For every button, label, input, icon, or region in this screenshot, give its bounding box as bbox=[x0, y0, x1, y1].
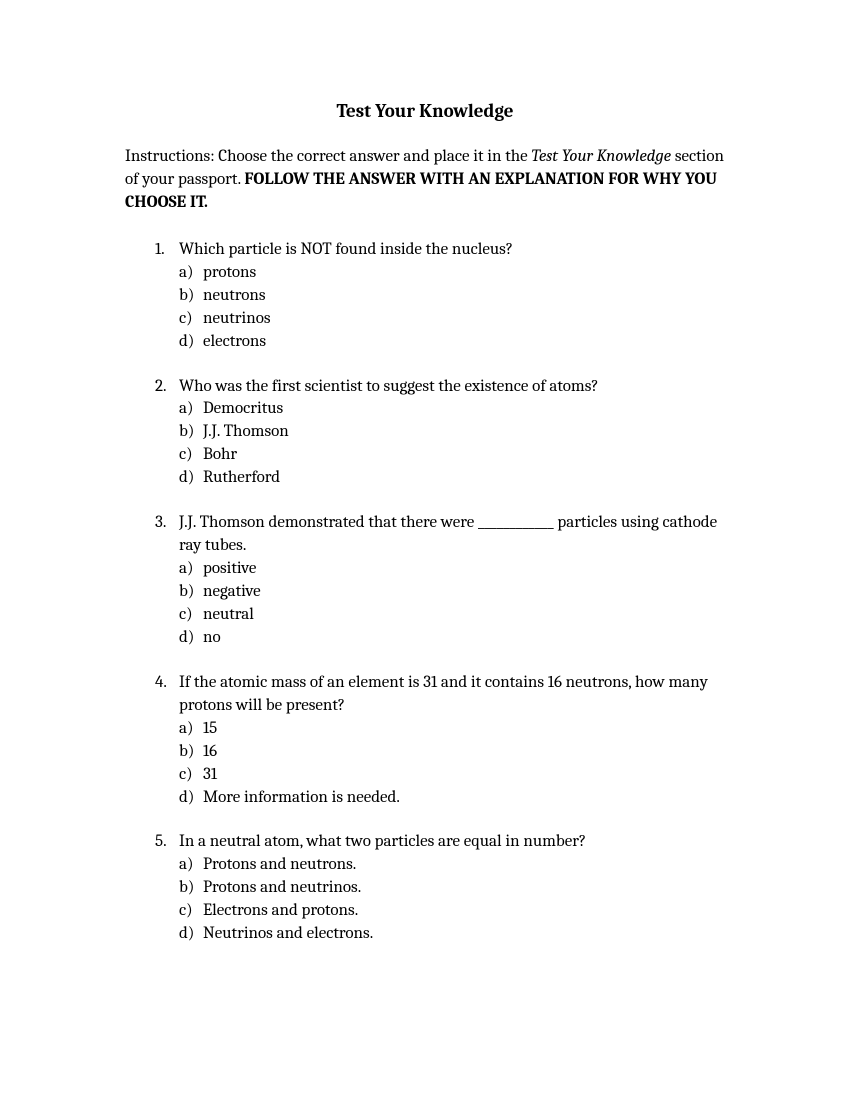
instructions-prefix: Instructions: Choose the correct answer … bbox=[125, 147, 531, 166]
option-letter: c) bbox=[179, 604, 203, 627]
option-text: electrons bbox=[203, 331, 725, 354]
option-text: Protons and neutrinos. bbox=[203, 877, 725, 900]
option-letter: b) bbox=[179, 421, 203, 444]
option-text: More information is needed. bbox=[203, 787, 725, 810]
question-item: 5.In a neutral atom, what two particles … bbox=[155, 831, 725, 946]
question-stem: 4.If the atomic mass of an element is 31… bbox=[155, 672, 725, 718]
option-text: 31 bbox=[203, 764, 725, 787]
option-item: c)neutrinos bbox=[179, 308, 725, 331]
questions-list: 1.Which particle is NOT found inside the… bbox=[125, 239, 725, 946]
option-letter: b) bbox=[179, 741, 203, 764]
options-list: a)positiveb)negativec)neutrald)no bbox=[155, 558, 725, 650]
question-number: 2. bbox=[155, 376, 179, 399]
option-letter: d) bbox=[179, 923, 203, 946]
option-letter: c) bbox=[179, 444, 203, 467]
option-letter: b) bbox=[179, 285, 203, 308]
option-text: Democritus bbox=[203, 398, 725, 421]
question-text: J.J. Thomson demonstrated that there wer… bbox=[179, 512, 725, 558]
question-item: 4.If the atomic mass of an element is 31… bbox=[155, 672, 725, 810]
option-text: 15 bbox=[203, 718, 725, 741]
options-list: a)Democritusb)J.J. Thomsonc)Bohrd)Ruther… bbox=[155, 398, 725, 490]
option-text: Rutherford bbox=[203, 467, 725, 490]
question-number: 4. bbox=[155, 672, 179, 718]
question-stem: 3.J.J. Thomson demonstrated that there w… bbox=[155, 512, 725, 558]
option-letter: c) bbox=[179, 764, 203, 787]
option-text: positive bbox=[203, 558, 725, 581]
option-item: d)no bbox=[179, 627, 725, 650]
option-item: b)16 bbox=[179, 741, 725, 764]
option-item: c)Bohr bbox=[179, 444, 725, 467]
question-item: 1.Which particle is NOT found inside the… bbox=[155, 239, 725, 354]
options-list: a)15b)16c)31d)More information is needed… bbox=[155, 718, 725, 810]
option-item: b)neutrons bbox=[179, 285, 725, 308]
option-letter: c) bbox=[179, 900, 203, 923]
option-item: d)electrons bbox=[179, 331, 725, 354]
instructions-text: Instructions: Choose the correct answer … bbox=[125, 146, 725, 215]
question-number: 5. bbox=[155, 831, 179, 854]
question-number: 1. bbox=[155, 239, 179, 262]
option-letter: d) bbox=[179, 467, 203, 490]
options-list: a)Protons and neutrons.b)Protons and neu… bbox=[155, 854, 725, 946]
question-stem: 5.In a neutral atom, what two particles … bbox=[155, 831, 725, 854]
option-item: d)Neutrinos and electrons. bbox=[179, 923, 725, 946]
option-text: neutrinos bbox=[203, 308, 725, 331]
option-letter: b) bbox=[179, 877, 203, 900]
question-stem: 1.Which particle is NOT found inside the… bbox=[155, 239, 725, 262]
option-text: J.J. Thomson bbox=[203, 421, 725, 444]
option-text: negative bbox=[203, 581, 725, 604]
option-letter: a) bbox=[179, 398, 203, 421]
question-stem: 2.Who was the first scientist to suggest… bbox=[155, 376, 725, 399]
option-letter: d) bbox=[179, 627, 203, 650]
option-letter: b) bbox=[179, 581, 203, 604]
question-item: 2.Who was the first scientist to suggest… bbox=[155, 376, 725, 491]
option-item: a)Democritus bbox=[179, 398, 725, 421]
option-letter: a) bbox=[179, 854, 203, 877]
option-text: 16 bbox=[203, 741, 725, 764]
option-item: d)Rutherford bbox=[179, 467, 725, 490]
question-text: In a neutral atom, what two particles ar… bbox=[179, 831, 725, 854]
option-letter: d) bbox=[179, 787, 203, 810]
question-item: 3.J.J. Thomson demonstrated that there w… bbox=[155, 512, 725, 650]
instructions-italic: Test Your Knowledge bbox=[531, 147, 671, 166]
option-item: c)neutral bbox=[179, 604, 725, 627]
question-text: Which particle is NOT found inside the n… bbox=[179, 239, 725, 262]
question-text: Who was the first scientist to suggest t… bbox=[179, 376, 725, 399]
option-text: Neutrinos and electrons. bbox=[203, 923, 725, 946]
option-item: d)More information is needed. bbox=[179, 787, 725, 810]
options-list: a)protonsb)neutronsc)neutrinosd)electron… bbox=[155, 262, 725, 354]
option-letter: d) bbox=[179, 331, 203, 354]
option-item: c)Electrons and protons. bbox=[179, 900, 725, 923]
option-letter: c) bbox=[179, 308, 203, 331]
question-number: 3. bbox=[155, 512, 179, 558]
option-item: b)J.J. Thomson bbox=[179, 421, 725, 444]
option-item: b)negative bbox=[179, 581, 725, 604]
option-text: protons bbox=[203, 262, 725, 285]
option-text: Bohr bbox=[203, 444, 725, 467]
option-item: a)positive bbox=[179, 558, 725, 581]
option-letter: a) bbox=[179, 262, 203, 285]
option-text: no bbox=[203, 627, 725, 650]
option-letter: a) bbox=[179, 558, 203, 581]
option-item: a)protons bbox=[179, 262, 725, 285]
option-item: a)15 bbox=[179, 718, 725, 741]
option-item: b)Protons and neutrinos. bbox=[179, 877, 725, 900]
page-title: Test Your Knowledge bbox=[125, 100, 725, 122]
option-letter: a) bbox=[179, 718, 203, 741]
option-item: a)Protons and neutrons. bbox=[179, 854, 725, 877]
option-text: Protons and neutrons. bbox=[203, 854, 725, 877]
option-text: neutral bbox=[203, 604, 725, 627]
option-item: c)31 bbox=[179, 764, 725, 787]
question-text: If the atomic mass of an element is 31 a… bbox=[179, 672, 725, 718]
option-text: Electrons and protons. bbox=[203, 900, 725, 923]
option-text: neutrons bbox=[203, 285, 725, 308]
